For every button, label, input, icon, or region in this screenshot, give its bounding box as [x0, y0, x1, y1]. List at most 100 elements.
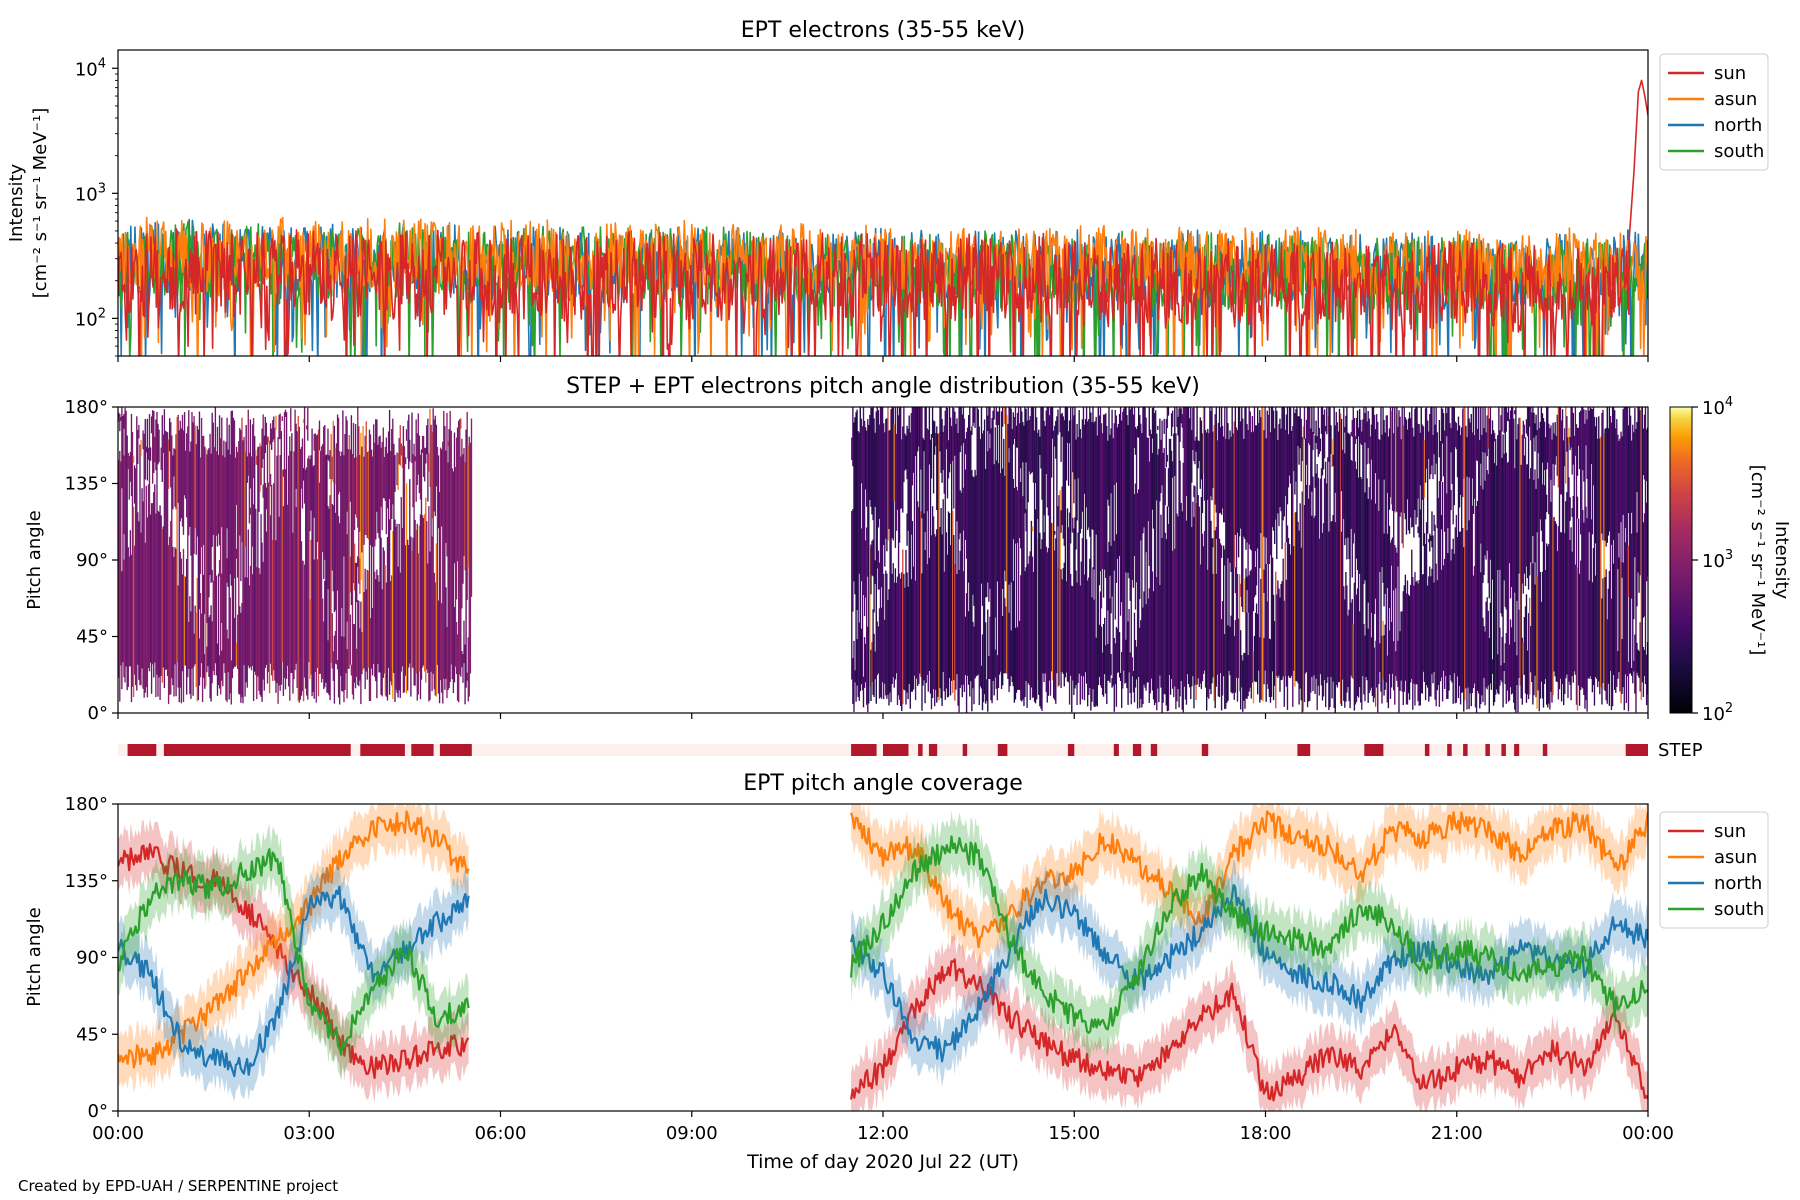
y-tick-label: 45° — [76, 627, 108, 648]
heatmap-cell — [997, 411, 1000, 425]
heatmap-cell — [1487, 610, 1489, 686]
heatmap-cell — [1450, 489, 1452, 511]
heatmap-cell — [1483, 626, 1485, 678]
heatmap-cell — [1342, 449, 1344, 680]
heatmap-cell — [348, 435, 350, 669]
heatmap-cell — [461, 438, 463, 609]
heatmap-cell — [1468, 418, 1470, 478]
heatmap-cell — [367, 451, 370, 540]
heatmap-cell — [898, 573, 901, 700]
heatmap-cell — [1559, 407, 1562, 495]
heatmap-cell — [864, 643, 867, 683]
heatmap-cell — [908, 415, 910, 684]
heatmap-cell — [240, 430, 242, 582]
heatmap-cell — [1132, 414, 1135, 588]
heatmap-cell — [284, 409, 287, 417]
heatmap-cell — [975, 475, 977, 677]
heatmap-cell — [1172, 550, 1174, 689]
heatmap-cell — [352, 624, 355, 700]
heatmap-cell — [1195, 436, 1197, 452]
heatmap-cell — [1251, 416, 1254, 683]
heatmap-cell — [1174, 407, 1176, 476]
heatmap-cell — [1081, 419, 1084, 512]
heatmap-cell — [1450, 428, 1452, 453]
heatmap-cell — [1051, 523, 1054, 681]
heatmap-cell — [896, 576, 899, 706]
heatmap-cell — [337, 516, 340, 698]
heatmap-cell — [222, 455, 224, 687]
heatmap-cell — [1352, 407, 1354, 544]
heatmap-cell — [283, 412, 286, 678]
heatmap-cell — [1432, 434, 1434, 480]
step-interval-bar — [1297, 744, 1311, 756]
heatmap-cell — [1152, 591, 1155, 700]
heatmap-cell — [1390, 622, 1393, 688]
heatmap-cell — [276, 455, 278, 683]
heatmap-cell — [354, 562, 357, 689]
heatmap-cell — [1230, 615, 1232, 693]
heatmap-cell — [1243, 438, 1245, 537]
heatmap-cell — [218, 655, 221, 689]
heatmap-cell — [1165, 539, 1167, 706]
heatmap-cell — [212, 422, 214, 535]
heatmap-cell — [419, 454, 422, 500]
heatmap-cell — [124, 407, 126, 683]
heatmap-cell — [466, 411, 468, 600]
heatmap-cell — [1025, 509, 1027, 532]
colorbar-tick-label: 104 — [1702, 395, 1733, 419]
heatmap-cell — [184, 450, 187, 499]
heatmap-cell — [468, 436, 470, 697]
heatmap-cell — [331, 613, 333, 669]
heatmap-cell — [1022, 496, 1024, 700]
heatmap-cell — [1252, 651, 1255, 704]
heatmap-cell — [128, 556, 130, 667]
heatmap-cell — [327, 428, 329, 460]
heatmap-cell — [1089, 558, 1091, 688]
heatmap-cell — [1574, 564, 1577, 675]
heatmap-cell — [931, 407, 934, 438]
heatmap-cell — [1242, 660, 1244, 712]
heatmap-cell — [1374, 429, 1377, 474]
heatmap-cell — [1111, 409, 1113, 597]
heatmap-cell — [1118, 632, 1121, 678]
coverage-band-north — [851, 859, 1648, 1087]
heatmap-cell — [1627, 661, 1630, 712]
heatmap-cell — [1182, 407, 1184, 449]
heatmap-cell — [416, 523, 418, 701]
heatmap-cell — [295, 423, 297, 489]
heatmap-cell — [1092, 567, 1094, 690]
heatmap-cell — [1192, 407, 1194, 450]
heatmap-cell — [1398, 410, 1400, 713]
heatmap-cell — [1220, 619, 1223, 711]
heatmap-cell — [1300, 547, 1302, 701]
heatmap-cell — [878, 562, 881, 590]
heatmap-cell — [1532, 407, 1534, 537]
heatmap-cell — [1472, 575, 1475, 688]
heatmap-cell — [324, 580, 326, 688]
heatmap-cell — [1249, 571, 1251, 688]
heatmap-cell — [1351, 420, 1353, 437]
heatmap-cell — [962, 487, 965, 531]
heatmap-cell — [1108, 541, 1110, 681]
heatmap-cell — [973, 626, 975, 705]
heatmap-cell — [303, 407, 306, 504]
heatmap-cell — [949, 417, 952, 464]
heatmap-cell — [1305, 419, 1308, 465]
heatmap-cell — [1185, 520, 1188, 705]
heatmap-cell — [1586, 419, 1588, 479]
heatmap-cell — [382, 427, 384, 499]
heatmap-cell — [128, 455, 130, 500]
heatmap-cell — [1633, 432, 1635, 620]
heatmap-cell — [1275, 571, 1277, 709]
heatmap-cell — [1215, 573, 1217, 687]
heatmap-cell — [1349, 434, 1351, 709]
heatmap-cell — [1561, 409, 1564, 684]
heatmap-cell — [292, 532, 294, 694]
heatmap-cell — [1412, 577, 1414, 710]
heatmap-cell — [1399, 416, 1401, 517]
heatmap-cell — [1160, 439, 1162, 494]
step-interval-bar — [1625, 744, 1648, 756]
heatmap-cell — [1480, 407, 1482, 464]
heatmap-cell — [1347, 432, 1349, 538]
heatmap-cell — [1547, 407, 1549, 463]
